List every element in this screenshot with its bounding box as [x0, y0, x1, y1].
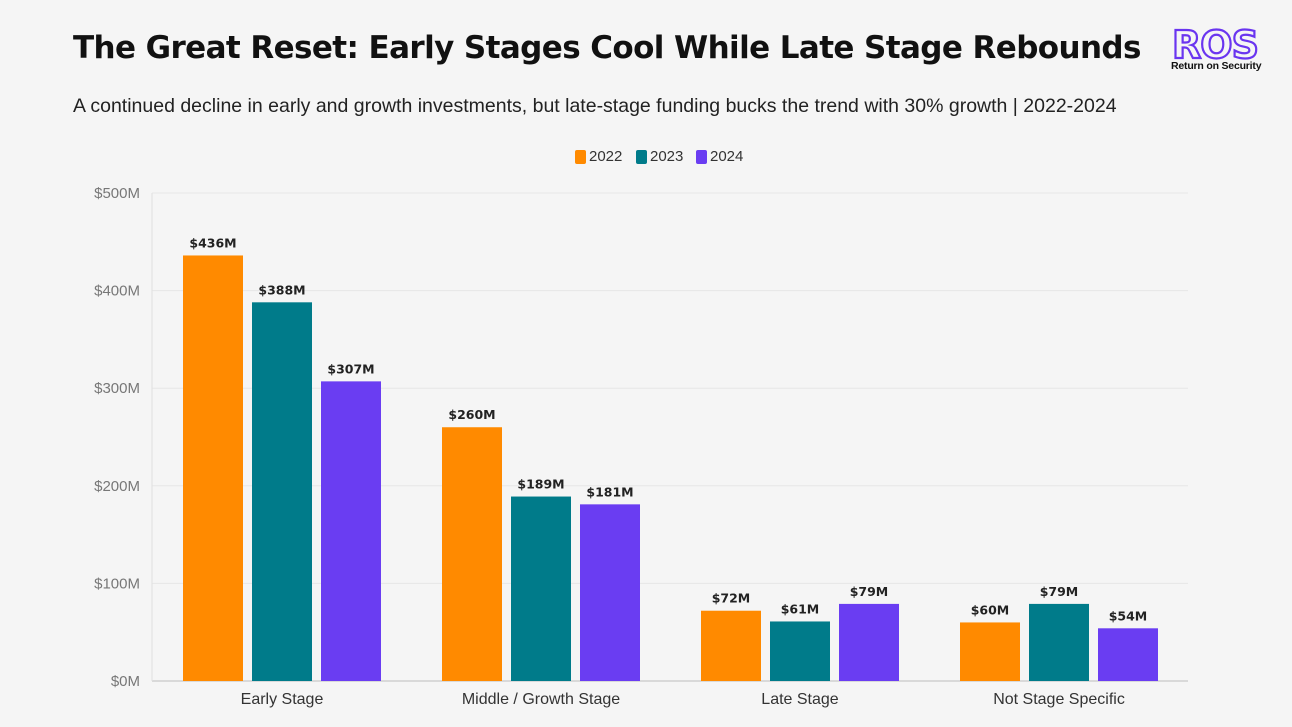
data-label-2024-2: $79M	[850, 584, 889, 599]
y-tick-label-200: $200M	[94, 478, 140, 495]
bar-2024-3	[1098, 628, 1158, 681]
data-label-2022-0: $436M	[189, 235, 236, 250]
logo-tagline: Return on Security	[1171, 60, 1262, 72]
legend-swatch-2022	[575, 149, 586, 164]
legend-label-2023: 2023	[650, 148, 684, 165]
chart-title: The Great Reset: Early Stages Cool While…	[73, 30, 1141, 66]
bar-2022-0	[183, 255, 243, 682]
ros-logo: ROS	[1171, 22, 1260, 68]
legend-swatch-2024	[696, 149, 707, 164]
x-tick-label-3: Not Stage Specific	[993, 691, 1125, 708]
chart-subtitle: A continued decline in early and growth …	[73, 95, 1117, 117]
data-label-2023-2: $61M	[781, 601, 820, 616]
x-tick-label-1: Middle / Growth Stage	[462, 691, 620, 708]
bar-2024-2	[839, 603, 899, 681]
x-tick-label-0: Early Stage	[241, 691, 324, 708]
bar-2023-0	[252, 302, 312, 681]
legend-item-2023: 2023	[636, 148, 683, 165]
legend-swatch-2023	[636, 149, 647, 164]
bar-2022-2	[701, 610, 761, 681]
legend-item-2024: 2024	[696, 148, 743, 165]
logo-text: ROS	[1172, 23, 1258, 67]
y-tick-label-500: $500M	[94, 185, 140, 202]
legend-item-2022: 2022	[575, 148, 622, 165]
legend-label-2024: 2024	[710, 148, 744, 165]
chart-legend: 2022 2023 2024	[0, 148, 1292, 168]
bar-chart: $0M $100M $200M $300M $400M $500M $436M $388M $3…	[94, 185, 1188, 708]
x-tick-label-2: Late Stage	[761, 691, 839, 708]
data-label-2024-0: $307M	[327, 361, 374, 376]
bar-2023-2	[770, 621, 830, 681]
data-label-2023-1: $189M	[517, 477, 564, 492]
data-label-2024-1: $181M	[586, 484, 633, 499]
y-tick-label-400: $400M	[94, 283, 140, 300]
data-label-2022-1: $260M	[448, 407, 495, 422]
data-label-2022-3: $60M	[971, 602, 1010, 617]
bar-2022-1	[442, 427, 502, 681]
legend-label-2022: 2022	[589, 148, 623, 165]
data-label-2023-0: $388M	[258, 282, 305, 297]
bar-2023-3	[1029, 603, 1089, 681]
bar-2024-0	[321, 381, 381, 681]
bar-2024-1	[580, 504, 640, 681]
data-label-2022-2: $72M	[712, 591, 751, 606]
bar-2023-1	[511, 496, 571, 681]
y-tick-label-100: $100M	[94, 575, 140, 592]
data-label-2024-3: $54M	[1109, 608, 1148, 623]
bar-2022-3	[960, 622, 1020, 681]
y-tick-label-0: $0M	[111, 673, 140, 690]
y-tick-label-300: $300M	[94, 380, 140, 397]
data-label-2023-3: $79M	[1040, 584, 1079, 599]
